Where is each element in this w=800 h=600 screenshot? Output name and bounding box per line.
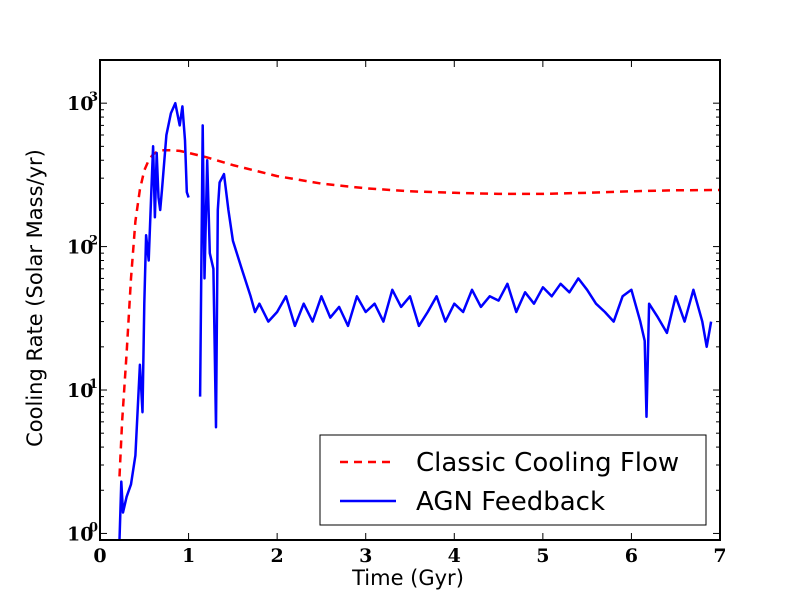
x-tick-label: 4 — [448, 545, 461, 567]
x-tick-label: 2 — [271, 545, 284, 567]
y-tick-exponent: 2 — [89, 234, 98, 249]
x-tick-label: 5 — [536, 545, 549, 567]
x-tick-label: 3 — [359, 545, 372, 567]
legend-label-classic-cooling-flow: Classic Cooling Flow — [416, 448, 679, 478]
legend-label-agn-feedback: AGN Feedback — [416, 487, 605, 517]
series-line-agn-feedback — [118, 101, 190, 541]
y-tick-label: 10 — [67, 93, 93, 115]
x-tick-label: 7 — [713, 545, 726, 567]
series-line-agn-feedback-segment-1 — [198, 124, 713, 429]
y-tick-exponent: 3 — [89, 90, 98, 105]
series-layer — [118, 101, 721, 541]
y-axis-label: Cooling Rate (Solar Mass/yr) — [23, 149, 47, 447]
legend-box — [319, 434, 707, 526]
legend: Classic Cooling Flow AGN Feedback — [319, 434, 707, 526]
y-tick-label: 10 — [67, 523, 93, 545]
y-tick-exponent: 1 — [89, 377, 98, 392]
x-tick-label: 0 — [93, 545, 106, 567]
x-tick-label: 1 — [182, 545, 195, 567]
y-tick-label: 10 — [67, 237, 93, 259]
y-tick-label: 10 — [67, 380, 93, 402]
x-tick-label: 6 — [625, 545, 638, 567]
x-axis-label: Time (Gyr) — [351, 566, 464, 590]
y-tick-exponent: 0 — [89, 520, 98, 535]
plot-frame — [99, 59, 721, 541]
series-line-classic-cooling-flow — [118, 148, 721, 477]
